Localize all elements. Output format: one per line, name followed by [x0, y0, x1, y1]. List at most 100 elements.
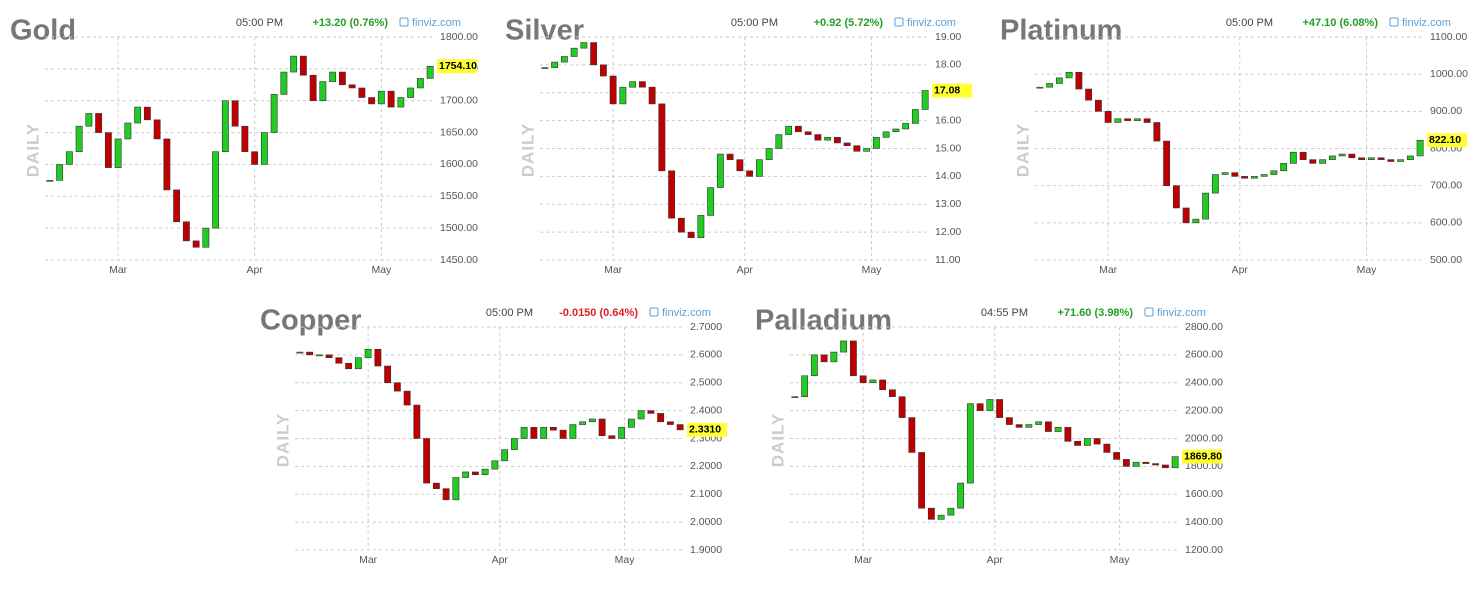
- candle: [1406, 155, 1414, 160]
- candle: [629, 81, 637, 88]
- candle: [1005, 417, 1013, 425]
- y-tick-label: 2.1000: [690, 488, 722, 500]
- x-tick-label: Mar: [604, 264, 623, 276]
- side-label: DAILY: [768, 413, 787, 467]
- y-tick-label: 1600.00: [440, 158, 478, 170]
- candle: [590, 42, 598, 66]
- candle: [775, 134, 783, 149]
- candle: [364, 348, 372, 358]
- chart-title: Platinum: [1000, 15, 1122, 47]
- source-link[interactable]: finviz.com: [412, 17, 461, 29]
- last-price-label: 2.3310: [689, 424, 721, 436]
- source-link[interactable]: finviz.com: [1402, 17, 1451, 29]
- candle: [1163, 140, 1171, 186]
- candle: [707, 187, 715, 216]
- candle: [1328, 155, 1336, 160]
- x-tick-label: Apr: [246, 264, 263, 276]
- candle: [947, 507, 955, 516]
- candle: [1094, 99, 1102, 112]
- candle: [1289, 151, 1297, 164]
- candle: [1377, 157, 1385, 160]
- y-tick-label: 2.7000: [690, 321, 722, 333]
- candle: [1132, 461, 1140, 467]
- candle: [608, 435, 616, 439]
- candle: [280, 71, 288, 95]
- y-tick-label: 19.00: [935, 31, 961, 43]
- candle: [1192, 218, 1200, 224]
- y-tick-label: 2600.00: [1185, 349, 1223, 361]
- change-label: +13.20 (0.76%): [312, 17, 388, 29]
- candle: [1367, 157, 1375, 160]
- candle: [1172, 185, 1180, 209]
- y-tick-label: 18.00: [935, 59, 961, 71]
- candle: [869, 379, 877, 384]
- candle: [687, 231, 695, 238]
- chart-title: Gold: [10, 15, 76, 47]
- candle: [1054, 427, 1062, 432]
- candle: [560, 56, 568, 63]
- source-link[interactable]: finviz.com: [907, 17, 956, 29]
- candle: [345, 362, 353, 370]
- candle: [966, 403, 974, 484]
- y-tick-label: 11.00: [935, 254, 961, 266]
- y-tick-label: 900.00: [1430, 105, 1462, 117]
- candle: [810, 354, 818, 377]
- time-label: 05:00 PM: [236, 17, 283, 29]
- candle: [374, 348, 382, 367]
- candle: [918, 452, 926, 509]
- candle: [908, 417, 916, 453]
- y-tick-label: 14.00: [935, 170, 961, 182]
- candle: [1250, 176, 1258, 179]
- source-link[interactable]: finviz.com: [1157, 307, 1206, 319]
- candle: [638, 81, 646, 88]
- candle: [510, 438, 518, 450]
- candle: [241, 125, 249, 152]
- candle: [911, 109, 919, 124]
- candle: [354, 357, 362, 370]
- candle: [1015, 424, 1023, 428]
- candle: [1211, 174, 1219, 194]
- x-tick-label: Apr: [492, 554, 509, 566]
- source-link[interactable]: finviz.com: [662, 307, 711, 319]
- candle: [202, 227, 210, 248]
- candle: [872, 137, 880, 149]
- candle: [794, 125, 802, 133]
- candle: [65, 151, 73, 165]
- candle: [657, 413, 665, 423]
- last-price-box: [437, 59, 477, 74]
- candle: [1416, 139, 1424, 157]
- chart-panel: Copper DAILY 05:00 PM -0.0150 (0.64%) finviz…: [260, 305, 727, 566]
- candle: [1114, 118, 1122, 123]
- y-tick-label: 1650.00: [440, 126, 478, 138]
- candle: [1046, 83, 1054, 88]
- candle: [452, 477, 460, 501]
- candle: [1270, 170, 1278, 175]
- candle: [1280, 163, 1288, 172]
- change-label: +71.60 (3.98%): [1057, 307, 1133, 319]
- candle: [570, 47, 578, 57]
- candle: [736, 159, 744, 172]
- candle: [1182, 207, 1190, 224]
- last-price-label: 822.10: [1429, 134, 1461, 146]
- candle: [598, 418, 606, 437]
- y-tick-label: 1.9000: [690, 544, 722, 556]
- side-label: DAILY: [273, 413, 292, 467]
- y-tick-label: 15.00: [935, 142, 961, 154]
- source-icon: [1144, 307, 1154, 317]
- candle: [290, 55, 298, 73]
- candle: [892, 128, 900, 133]
- candle: [1202, 192, 1210, 220]
- candle: [46, 180, 54, 182]
- x-tick-label: Mar: [359, 554, 378, 566]
- y-tick-label: 600.00: [1430, 217, 1462, 229]
- candle: [765, 148, 773, 160]
- candle: [820, 354, 828, 363]
- candle: [814, 134, 822, 141]
- x-tick-label: May: [1110, 554, 1131, 566]
- candle: [1036, 86, 1044, 89]
- candle: [348, 84, 356, 89]
- y-tick-label: 12.00: [935, 226, 961, 238]
- time-label: 05:00 PM: [486, 307, 533, 319]
- candle: [580, 42, 588, 49]
- candle: [1152, 463, 1160, 466]
